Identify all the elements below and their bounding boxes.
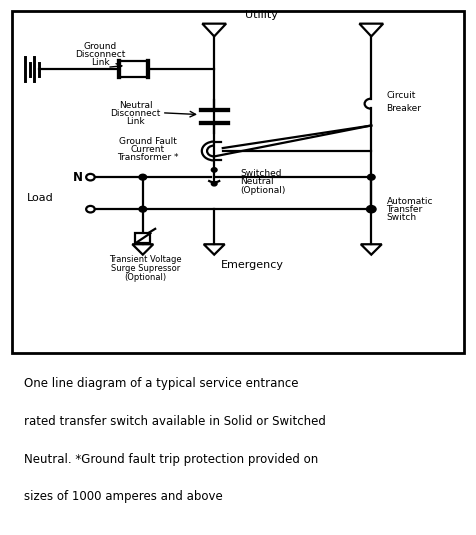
Text: Ground Fault: Ground Fault bbox=[119, 137, 177, 147]
Text: (Optional): (Optional) bbox=[124, 273, 166, 282]
Circle shape bbox=[139, 174, 147, 180]
Text: Load: Load bbox=[27, 193, 54, 203]
Bar bbox=[135, 233, 150, 243]
Text: N: N bbox=[73, 171, 83, 184]
Circle shape bbox=[211, 167, 217, 172]
Circle shape bbox=[211, 181, 217, 186]
Text: Neutral: Neutral bbox=[119, 101, 152, 110]
Text: sizes of 1000 amperes and above: sizes of 1000 amperes and above bbox=[24, 491, 223, 503]
Text: Neutral: Neutral bbox=[240, 178, 274, 186]
Text: Switched: Switched bbox=[240, 169, 282, 178]
Text: Breaker: Breaker bbox=[387, 104, 422, 112]
Text: Circuit: Circuit bbox=[387, 91, 416, 100]
Circle shape bbox=[367, 174, 375, 180]
Text: Link: Link bbox=[90, 58, 109, 67]
Text: Switch: Switch bbox=[387, 213, 416, 221]
Text: Automatic: Automatic bbox=[387, 197, 433, 205]
Text: Emergency: Emergency bbox=[221, 260, 284, 270]
Text: Disconnect: Disconnect bbox=[110, 109, 161, 118]
Text: Transfer: Transfer bbox=[387, 205, 423, 213]
Text: Utility: Utility bbox=[245, 10, 278, 20]
Text: Disconnect: Disconnect bbox=[75, 50, 125, 59]
Circle shape bbox=[367, 205, 376, 213]
Text: Ground: Ground bbox=[83, 42, 117, 51]
Text: Transient Voltage: Transient Voltage bbox=[109, 255, 181, 264]
Text: Neutral. *Ground fault trip protection provided on: Neutral. *Ground fault trip protection p… bbox=[24, 453, 318, 466]
Text: One line diagram of a typical service entrance: One line diagram of a typical service en… bbox=[24, 378, 298, 391]
Text: Link: Link bbox=[126, 117, 145, 126]
Text: (Optional): (Optional) bbox=[240, 186, 286, 195]
Text: Transformer *: Transformer * bbox=[117, 154, 178, 163]
Circle shape bbox=[139, 207, 147, 212]
Text: rated transfer switch available in Solid or Switched: rated transfer switch available in Solid… bbox=[24, 415, 326, 428]
Text: Current: Current bbox=[130, 146, 165, 155]
Text: Surge Supressor: Surge Supressor bbox=[110, 264, 180, 273]
